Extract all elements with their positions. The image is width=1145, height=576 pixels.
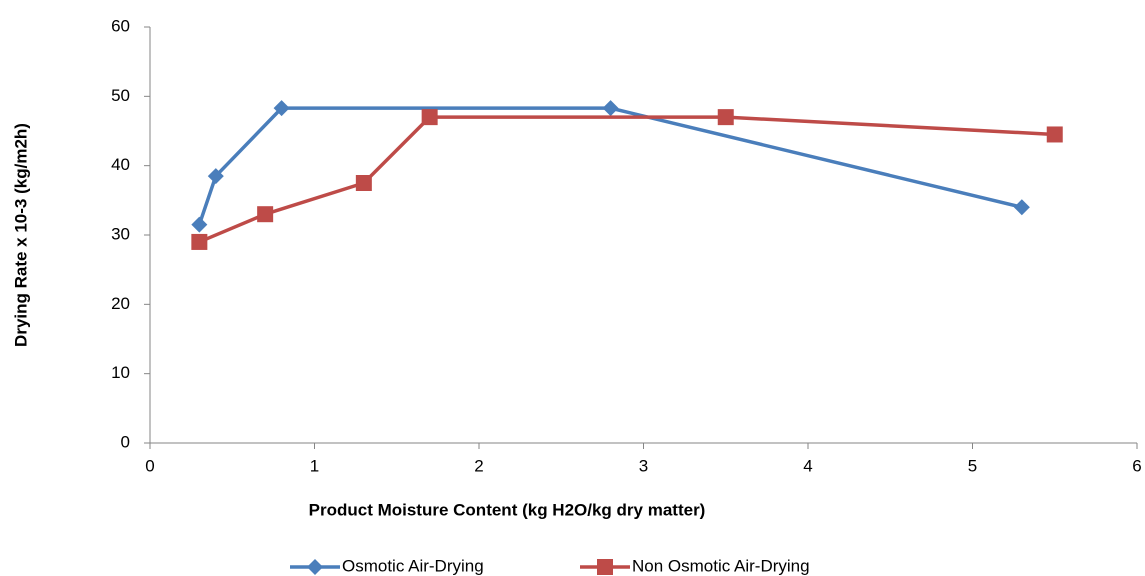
legend-marker xyxy=(597,559,613,575)
x-tick-label: 4 xyxy=(803,456,812,475)
point xyxy=(257,206,274,223)
x-tick-label: 5 xyxy=(968,456,977,475)
y-tick-label: 0 xyxy=(121,432,130,451)
point xyxy=(1013,199,1030,216)
point xyxy=(602,100,619,117)
point xyxy=(421,109,438,126)
y-axis-title: Drying Rate x 10-3 (kg/m2h) xyxy=(11,123,30,347)
x-tick-label: 1 xyxy=(310,456,319,475)
x-tick-label: 2 xyxy=(474,456,483,475)
legend-label: Non Osmotic Air-Drying xyxy=(632,556,810,575)
point xyxy=(717,109,734,126)
x-tick-label: 6 xyxy=(1132,456,1141,475)
point xyxy=(207,168,224,185)
point xyxy=(355,175,372,191)
point xyxy=(191,216,208,233)
y-tick-label: 40 xyxy=(111,155,130,174)
x-axis-title: Product Moisture Content (kg H2O/kg dry … xyxy=(309,500,706,519)
legend-label: Osmotic Air-Drying xyxy=(342,556,484,575)
y-tick-label: 10 xyxy=(111,363,130,382)
point xyxy=(191,233,208,250)
y-tick-label: 50 xyxy=(111,86,130,105)
point xyxy=(273,100,290,117)
point xyxy=(1046,126,1063,143)
y-tick-label: 60 xyxy=(111,16,130,35)
series-line xyxy=(198,115,1055,244)
legend-marker xyxy=(307,559,323,575)
x-tick-label: 0 xyxy=(145,456,154,475)
y-tick-label: 20 xyxy=(111,294,130,313)
y-tick-label: 30 xyxy=(111,224,130,243)
x-tick-label: 3 xyxy=(639,456,648,475)
